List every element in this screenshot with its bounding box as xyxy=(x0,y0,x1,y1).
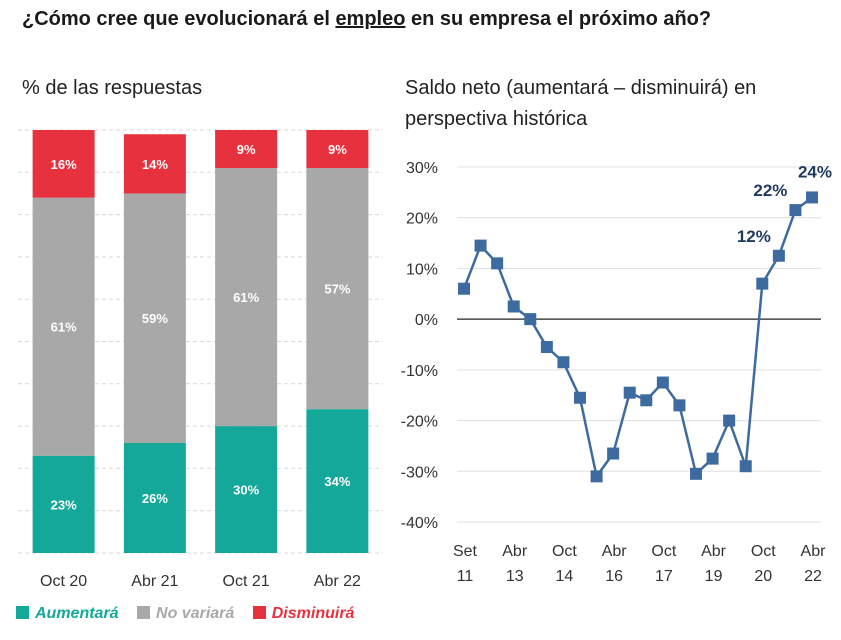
data-point xyxy=(789,204,802,217)
data-point xyxy=(756,277,769,290)
data-point xyxy=(739,460,752,473)
data-point xyxy=(590,470,603,483)
bar-segment xyxy=(123,134,186,194)
data-label: 9% xyxy=(328,142,347,157)
legend: Aumentará No variará Disminuirá xyxy=(16,605,368,623)
data-annotation: 24% xyxy=(798,162,832,181)
data-label: 9% xyxy=(237,142,256,157)
data-point xyxy=(458,282,470,295)
x-tick-label: 20 xyxy=(754,568,772,585)
bar-segment xyxy=(32,455,95,553)
x-tick-label: 19 xyxy=(705,568,723,585)
bar-segment xyxy=(306,409,369,553)
data-point xyxy=(640,394,653,407)
x-tick-label: 17 xyxy=(655,568,673,585)
y-tick-label: -20% xyxy=(401,414,438,431)
data-point xyxy=(607,447,620,460)
bar-segment xyxy=(306,130,369,169)
bar-segment xyxy=(32,197,95,456)
right-subtitle: Saldo neto (aumentará – disminuirá) en p… xyxy=(405,77,757,130)
bar-segment xyxy=(123,193,186,444)
data-point xyxy=(557,356,570,369)
data-label: 16% xyxy=(51,157,77,172)
x-tick-label: 16 xyxy=(605,568,623,585)
bar-segment xyxy=(32,130,95,198)
bar-segment xyxy=(123,443,186,553)
legend-item-disminuira: Disminuirá xyxy=(252,605,354,623)
data-annotation: 22% xyxy=(753,181,787,200)
data-annotation: 12% xyxy=(737,227,771,246)
x-tick-label: Abr xyxy=(701,543,727,560)
data-label: 34% xyxy=(324,474,350,489)
bar-segment xyxy=(306,168,369,410)
legend-item-aumentara: Aumentará xyxy=(16,605,119,623)
data-point xyxy=(574,391,586,404)
x-tick-label: Abr xyxy=(602,543,628,560)
bar-segment xyxy=(215,130,278,169)
y-tick-label: 30% xyxy=(406,160,438,177)
bar-segment xyxy=(215,168,278,427)
y-tick-label: -40% xyxy=(401,515,438,532)
data-label: 14% xyxy=(142,157,168,172)
data-point xyxy=(623,386,636,399)
legend-item-no-variara: No variará xyxy=(137,605,234,623)
bar-segment xyxy=(215,426,278,553)
y-tick-label: 20% xyxy=(406,211,438,228)
x-tick-label: Oct 20 xyxy=(40,573,87,590)
x-tick-label: Oct 21 xyxy=(223,573,270,590)
data-point xyxy=(706,452,719,465)
data-label: 26% xyxy=(142,491,168,506)
x-tick-label: 11 xyxy=(457,568,474,585)
x-tick-label: Set xyxy=(453,543,478,560)
data-label: 57% xyxy=(324,282,350,297)
y-tick-label: -10% xyxy=(401,363,438,380)
chart-title: ¿Cómo cree que evolucionará el empleo en… xyxy=(22,8,712,30)
data-point xyxy=(723,414,736,427)
data-point xyxy=(474,239,487,252)
x-tick-label: Abr xyxy=(801,543,827,560)
data-point xyxy=(806,191,818,204)
x-tick-label: Oct xyxy=(651,543,676,560)
data-label: 61% xyxy=(233,290,259,305)
x-tick-label: 13 xyxy=(506,568,524,585)
data-label: 23% xyxy=(51,497,77,512)
data-label: 61% xyxy=(51,320,77,335)
x-tick-label: Abr 22 xyxy=(314,573,361,590)
data-point xyxy=(540,341,553,354)
data-point xyxy=(673,399,686,412)
data-point xyxy=(772,249,785,262)
x-tick-label: Oct xyxy=(751,543,776,560)
data-point xyxy=(656,376,669,389)
data-point xyxy=(690,467,702,480)
x-tick-label: Oct xyxy=(552,543,577,560)
data-point xyxy=(507,300,520,313)
y-tick-label: -30% xyxy=(401,464,438,481)
x-tick-label: 14 xyxy=(556,568,574,585)
x-tick-label: Abr xyxy=(502,543,528,560)
y-tick-label: 0% xyxy=(415,312,438,329)
x-tick-label: Abr 21 xyxy=(131,573,178,590)
left-subtitle: % de las respuestas xyxy=(22,77,203,99)
data-label: 59% xyxy=(142,311,168,326)
series-line xyxy=(462,196,813,480)
data-point xyxy=(524,313,537,326)
data-label: 30% xyxy=(233,483,259,498)
y-tick-label: 10% xyxy=(406,261,438,278)
data-point xyxy=(491,257,504,270)
x-tick-label: 22 xyxy=(804,568,822,585)
